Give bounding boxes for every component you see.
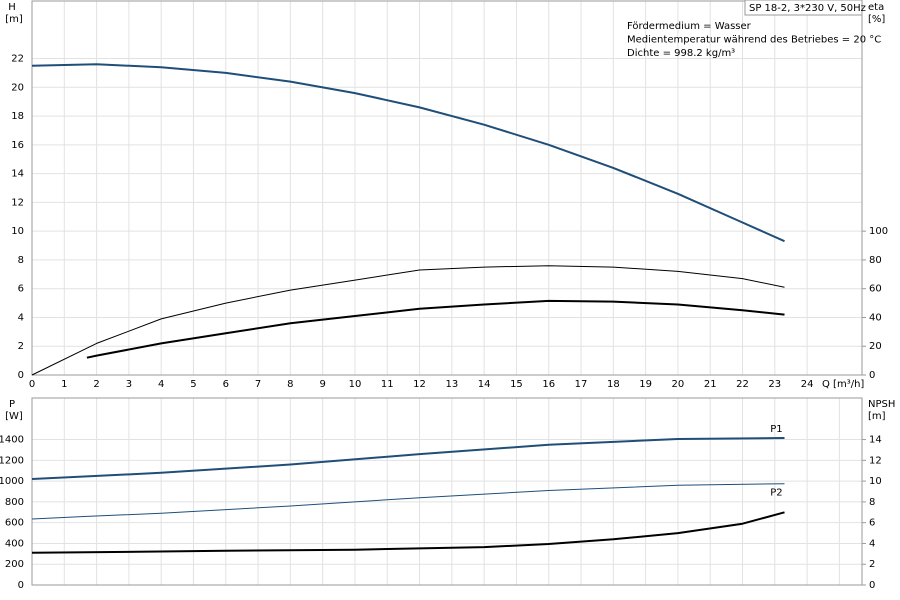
y-tick-label: 0 <box>18 580 24 591</box>
x-tick-label: 21 <box>704 379 717 390</box>
x-tick-label: 2 <box>93 379 99 390</box>
y2-tick-label: 60 <box>869 284 882 295</box>
y-tick-label: 6 <box>18 284 24 295</box>
y2-tick-label: 12 <box>869 455 882 466</box>
y-tick-label: 600 <box>5 518 24 529</box>
x-tick-label: 0 <box>29 379 35 390</box>
y2-tick-label: 10 <box>869 476 882 487</box>
y2-axis-label: NPSH <box>868 399 895 410</box>
y-tick-label: 16 <box>11 140 24 151</box>
y-axis-unit: [W] <box>5 411 23 422</box>
y-tick-label: 1000 <box>0 476 24 487</box>
y2-tick-label: 20 <box>869 341 882 352</box>
y2-tick-label: 14 <box>869 435 882 446</box>
y-tick-label: 14 <box>11 169 24 180</box>
x-tick-label: 24 <box>801 379 814 390</box>
y-tick-label: 400 <box>5 538 24 549</box>
y2-tick-label: 100 <box>869 226 888 237</box>
curve-label: P2 <box>770 488 782 499</box>
annotation: Fördermedium = Wasser <box>627 21 752 32</box>
y2-tick-label: 2 <box>869 559 875 570</box>
x-tick-label: 23 <box>768 379 781 390</box>
x-tick-label: 12 <box>413 379 426 390</box>
y2-tick-label: 40 <box>869 312 882 323</box>
y2-tick-label: 4 <box>869 538 875 549</box>
y2-tick-label: 0 <box>869 370 875 381</box>
y-tick-label: 1200 <box>0 455 24 466</box>
y-tick-label: 2 <box>18 341 24 352</box>
plot-frame <box>31 397 863 586</box>
y-tick-label: 18 <box>11 111 24 122</box>
x-tick-label: 3 <box>126 379 132 390</box>
y2-axis-label: eta <box>868 2 884 13</box>
x-tick-label: 6 <box>223 379 229 390</box>
y2-axis-unit: [%] <box>868 14 885 25</box>
y-tick-label: 0 <box>18 370 24 381</box>
curve-label: P1 <box>770 424 782 435</box>
x-tick-label: 9 <box>319 379 325 390</box>
y-tick-label: 4 <box>18 312 24 323</box>
x-tick-label: 8 <box>287 379 293 390</box>
y2-tick-label: 6 <box>869 518 875 529</box>
y2-axis-unit: [m] <box>868 411 886 422</box>
y-axis-unit: [m] <box>5 14 23 25</box>
curve <box>86 299 785 359</box>
curve <box>31 265 785 376</box>
curve <box>31 483 785 520</box>
y2-tick-label: 80 <box>869 255 882 266</box>
x-tick-label: 5 <box>190 379 196 390</box>
y2-tick-label: 0 <box>869 580 875 591</box>
curve <box>31 63 785 243</box>
x-axis-label: Q [m³/h] <box>822 379 864 390</box>
x-tick-label: 15 <box>510 379 523 390</box>
plot-frame <box>31 0 863 376</box>
x-tick-label: 22 <box>736 379 749 390</box>
y-axis-label: P <box>9 399 15 410</box>
y-tick-label: 800 <box>5 497 24 508</box>
annotation: Dichte = 998.2 kg/m³ <box>627 48 735 59</box>
chart-title: SP 18-2, 3*230 V, 50Hz <box>749 3 866 14</box>
x-tick-label: 7 <box>255 379 261 390</box>
y-axis-label: H <box>8 2 16 13</box>
x-tick-label: 18 <box>607 379 620 390</box>
x-tick-label: 1 <box>61 379 67 390</box>
y-tick-label: 1400 <box>0 435 24 446</box>
x-tick-label: 16 <box>542 379 555 390</box>
x-tick-label: 14 <box>478 379 491 390</box>
annotation: Medientemperatur während des Betriebes =… <box>627 35 881 46</box>
y-tick-label: 20 <box>11 82 24 93</box>
y2-tick-label: 8 <box>869 497 875 508</box>
y-tick-label: 8 <box>18 255 24 266</box>
title-box <box>744 0 863 16</box>
x-tick-label: 20 <box>672 379 685 390</box>
y-tick-label: 12 <box>11 197 24 208</box>
x-tick-label: 19 <box>639 379 652 390</box>
curve <box>31 437 785 480</box>
x-tick-label: 10 <box>349 379 362 390</box>
y-tick-label: 10 <box>11 226 24 237</box>
x-tick-label: 11 <box>381 379 394 390</box>
y-tick-label: 200 <box>5 559 24 570</box>
x-tick-label: 4 <box>158 379 164 390</box>
x-tick-label: 13 <box>445 379 458 390</box>
curve <box>31 511 785 554</box>
y-tick-label: 22 <box>11 54 24 65</box>
x-tick-label: 17 <box>575 379 588 390</box>
